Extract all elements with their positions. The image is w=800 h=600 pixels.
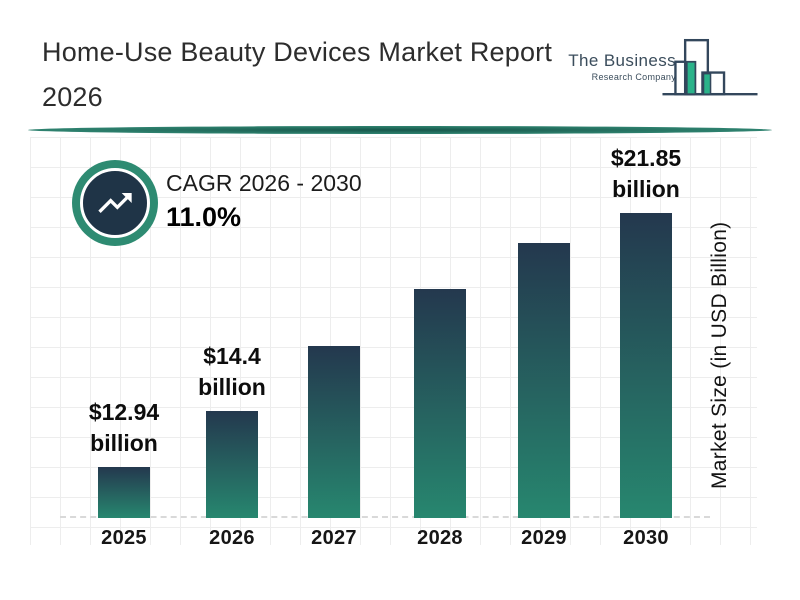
logo-name: The Business bbox=[568, 51, 676, 70]
trending-up-icon bbox=[80, 168, 150, 238]
company-logo: The Business Research Company bbox=[556, 25, 771, 105]
page-title-line1: Home-Use Beauty Devices Market Report bbox=[42, 37, 553, 67]
x-tick-2025: 2025 bbox=[101, 527, 147, 549]
value-label-2026: $14.4 billion bbox=[198, 343, 266, 400]
x-tick-2030: 2030 bbox=[623, 527, 669, 549]
y-axis-label: Market Size (in USD Billion) bbox=[708, 221, 731, 489]
bar-2025 bbox=[98, 467, 150, 518]
cagr-value: 11.0% bbox=[166, 202, 242, 232]
bar-2027 bbox=[308, 346, 360, 518]
logo-subname: Research Company bbox=[591, 72, 676, 82]
divider bbox=[28, 126, 772, 134]
bar-2029 bbox=[518, 243, 570, 518]
x-tick-2028: 2028 bbox=[417, 527, 463, 549]
page-title-line2: 2026 bbox=[42, 82, 103, 112]
cagr-label: CAGR 2026 - 2030 bbox=[166, 170, 362, 196]
x-tick-2027: 2027 bbox=[311, 527, 357, 549]
bar-chart-logo-icon bbox=[662, 38, 758, 96]
page-title: Home-Use Beauty Devices Market Report 20… bbox=[42, 30, 582, 120]
company-logo-text: The Business Research Company bbox=[556, 51, 676, 82]
bar-2026 bbox=[206, 411, 258, 518]
bar-2030 bbox=[620, 213, 672, 518]
x-tick-2026: 2026 bbox=[209, 527, 255, 549]
value-label-2025: $12.94 billion bbox=[88, 399, 160, 456]
bar-chart-plot: $12.94 billion 2025 $14.4 billion 2026 2027 2… bbox=[30, 137, 757, 549]
x-tick-2029: 2029 bbox=[521, 527, 567, 549]
axis-baseline bbox=[60, 516, 710, 518]
cagr-block: CAGR 2026 - 2030 11.0% bbox=[166, 170, 362, 233]
value-label-2030: $21.85 billion bbox=[610, 145, 682, 202]
bar-2028 bbox=[414, 289, 466, 518]
